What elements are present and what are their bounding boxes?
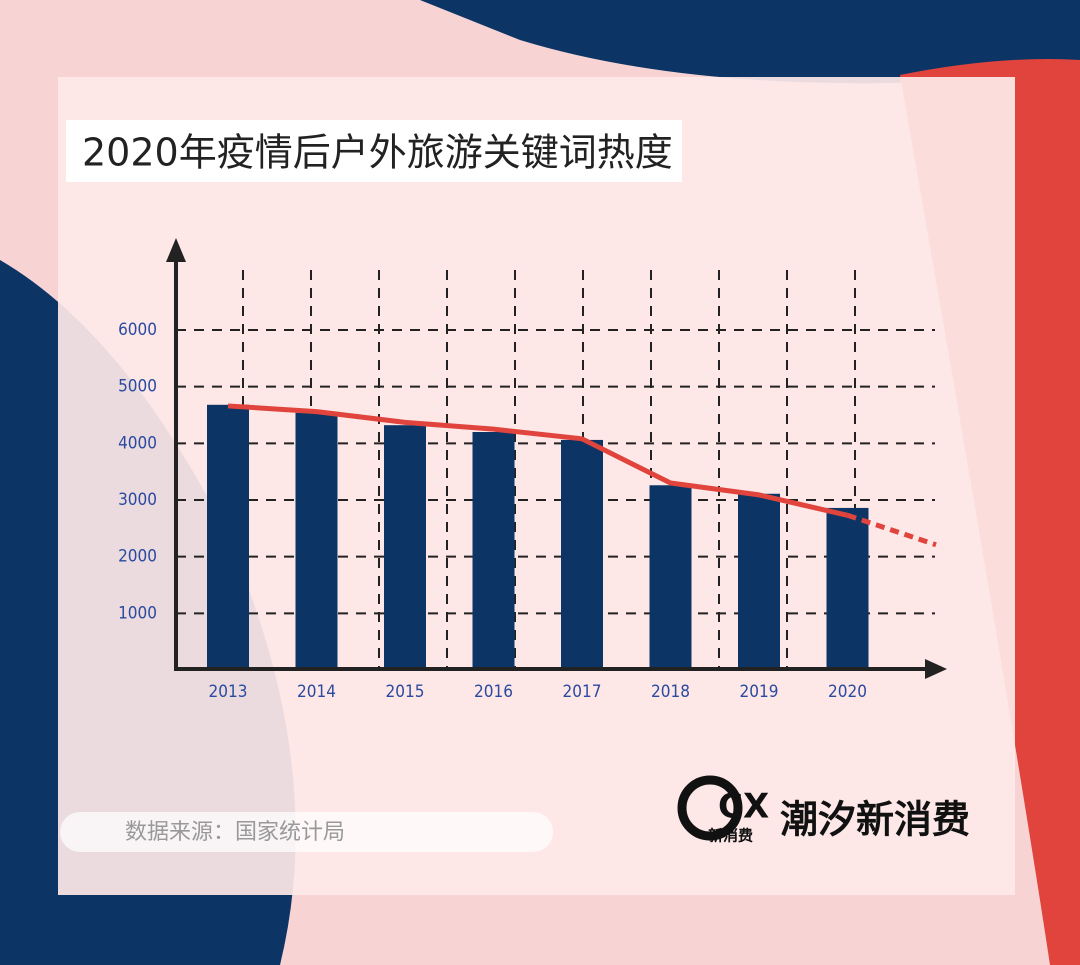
- x-axis-arrow: [925, 659, 947, 679]
- logo: CX: [718, 787, 769, 827]
- x-tick-label: 2018: [651, 682, 690, 702]
- shape-navy-top: [420, 0, 1080, 84]
- bar: [649, 485, 692, 670]
- card: [58, 77, 1015, 895]
- plot: 1000 2000 3000 4000 5000 6000 2013 2014 2015 2016…: [118, 320, 937, 702]
- x-tick-label: 2016: [474, 682, 513, 702]
- y-tick-label: 1000: [118, 603, 157, 623]
- bar: [738, 493, 780, 670]
- y-axis-arrow: [166, 238, 186, 262]
- trend-forecast: [846, 512, 937, 548]
- logo-ring: [677, 775, 743, 841]
- y-tick-label: 3000: [118, 490, 157, 510]
- x-tick-label: 2015: [386, 682, 425, 702]
- bar: [295, 412, 338, 670]
- trend-line: [227, 403, 849, 518]
- bar: [472, 432, 515, 670]
- x-tick-label: 2017: [563, 682, 602, 702]
- y-tick-label: 4000: [118, 433, 157, 453]
- title-box: [66, 120, 682, 182]
- chart-title: 2020年疫情后户外旅游关键词热度: [82, 131, 673, 175]
- x-tick-label: 2019: [740, 682, 779, 702]
- x-tick-label: 2013: [209, 682, 248, 702]
- y-tick-label: 2000: [118, 547, 157, 567]
- source: 数据来源：国家统计局: [125, 820, 345, 845]
- y-tick-label: 6000: [118, 320, 157, 340]
- bar: [207, 404, 249, 670]
- x-tick-label: 2020: [828, 682, 867, 702]
- bar: [384, 425, 426, 670]
- x-tick-label: 2014: [297, 682, 336, 702]
- bar: [826, 507, 869, 670]
- source-box: [60, 812, 553, 852]
- brand-name: 潮汐新消费: [780, 798, 970, 842]
- y-tick-label: 5000: [118, 377, 157, 397]
- bar: [561, 439, 603, 670]
- logo-sub: 新消费: [708, 827, 753, 845]
